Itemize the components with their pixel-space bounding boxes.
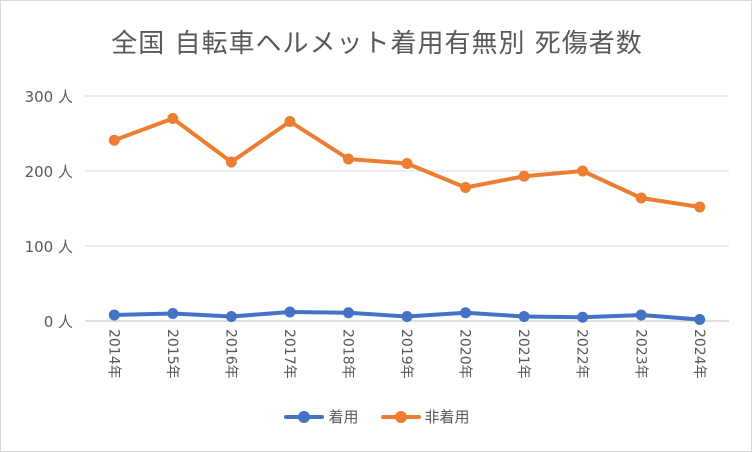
y-tick-label: 100 人	[25, 238, 73, 256]
legend-swatch-not-wearing	[380, 410, 421, 423]
x-tick-label: 2017年	[281, 329, 297, 379]
legend-swatch-wearing	[284, 410, 325, 423]
data-point-1	[401, 158, 413, 169]
data-point-1	[342, 153, 354, 165]
data-point-1	[694, 201, 706, 213]
data-point-0	[284, 306, 296, 318]
data-point-1	[518, 170, 530, 182]
y-tick-label: 200 人	[25, 163, 73, 181]
x-tick-label: 2016年	[222, 329, 238, 379]
data-point-1	[284, 116, 296, 127]
y-tick-label: 0 人	[44, 313, 73, 331]
data-point-0	[635, 309, 647, 321]
x-tick-label: 2020年	[457, 329, 473, 379]
data-point-0	[342, 307, 354, 319]
data-point-1	[167, 113, 179, 124]
data-point-1	[225, 156, 237, 168]
x-tick-label: 2024年	[691, 329, 707, 379]
legend-item-not-wearing: 非着用	[380, 406, 470, 427]
legend-item-wearing: 着用	[284, 406, 359, 427]
data-point-1	[577, 165, 589, 177]
data-point-0	[108, 309, 120, 321]
data-point-0	[225, 311, 237, 322]
legend-label-wearing: 着用	[328, 408, 359, 426]
data-point-1	[460, 182, 472, 193]
data-point-0	[518, 311, 530, 322]
data-point-0	[401, 311, 413, 322]
data-point-1	[635, 192, 647, 204]
x-tick-label: 2019年	[398, 329, 414, 379]
chart-title: 全国 自転車ヘルメット着用有無別 死傷者数	[111, 29, 643, 59]
x-tick-label: 2023年	[632, 329, 648, 379]
x-tick-label: 2021年	[515, 329, 531, 379]
y-tick-label: 300 人	[25, 88, 73, 106]
x-tick-label: 2018年	[340, 329, 356, 379]
data-point-1	[108, 134, 120, 146]
legend-label-not-wearing: 非着用	[424, 408, 470, 426]
x-tick-label: 2022年	[574, 329, 590, 379]
data-point-0	[167, 308, 179, 319]
x-tick-label: 2015年	[164, 329, 180, 379]
x-tick-label: 2014年	[105, 329, 121, 379]
chart-legend: 着用 非着用	[1, 406, 752, 427]
data-point-0	[460, 307, 472, 319]
data-point-0	[577, 311, 589, 323]
data-point-0	[694, 314, 706, 325]
